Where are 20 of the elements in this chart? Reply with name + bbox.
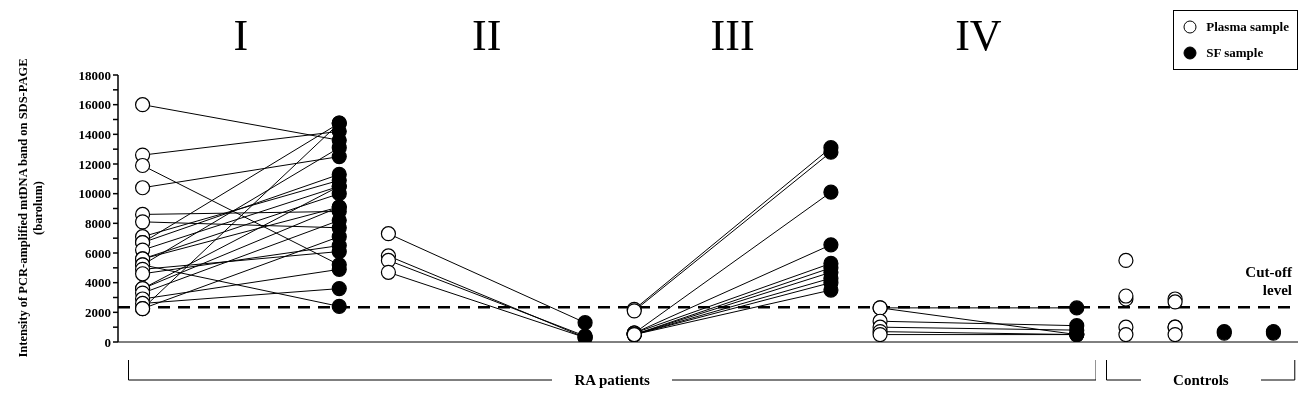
y-tick-label: 16000 [78, 97, 111, 113]
y-tick-label: 14000 [78, 126, 111, 142]
y-tick-label: 8000 [85, 215, 111, 231]
ref-line-label: Cut-off level [1245, 264, 1293, 299]
y-tick-label: 6000 [85, 245, 111, 261]
y-tick-label: 0 [104, 334, 111, 350]
text: IV [954, 11, 1003, 60]
legend-label: SF sample [1206, 45, 1264, 61]
text: II [471, 11, 503, 60]
y-tick-label: 10000 [78, 186, 111, 202]
text: III [709, 11, 756, 60]
y-tick-label: 18000 [78, 67, 111, 83]
y-tick-label: 12000 [78, 156, 111, 172]
y-axis-title: Intensity of PCR-amplified mtDNA band on SDS-PAGE (barolum) [16, 58, 46, 358]
legend-label: Plasma sample [1206, 19, 1289, 35]
text: Controls [1140, 372, 1261, 389]
text: RA patients [552, 372, 673, 389]
text: I [232, 11, 250, 60]
y-tick-label: 2000 [85, 304, 111, 320]
y-tick-label: 4000 [85, 275, 111, 291]
